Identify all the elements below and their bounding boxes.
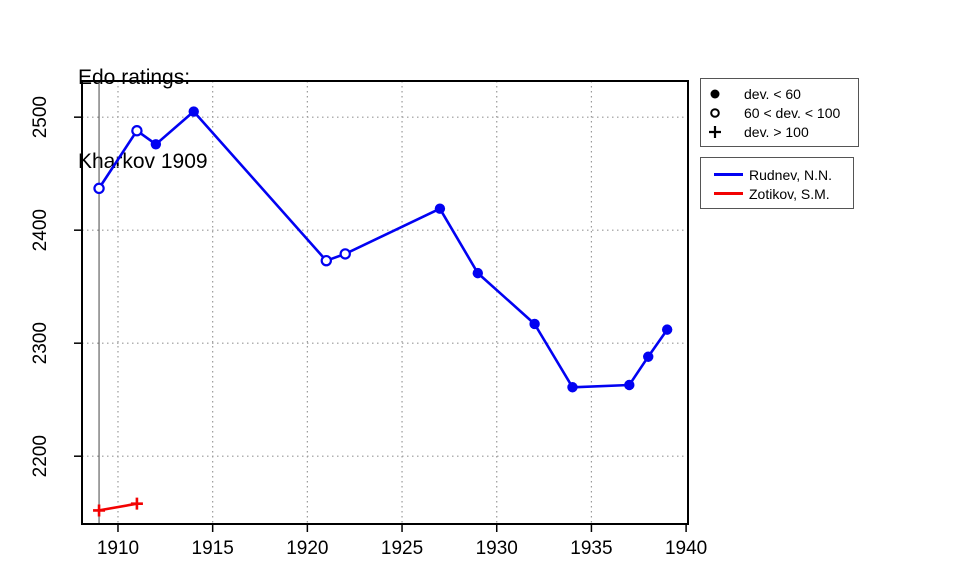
marker-legend-row-filled: dev. < 60: [701, 84, 858, 103]
data-point-open: [93, 182, 105, 195]
x-axis-tick-label: 1915: [192, 538, 234, 559]
y-axis-tick-label: 2400: [30, 209, 51, 251]
y-axis-tick-label: 2300: [30, 322, 51, 364]
marker-legend-label: dev. < 60: [744, 85, 801, 102]
rudnev-line-swatch: [714, 173, 743, 176]
marker-legend-label: 60 < dev. < 100: [744, 104, 841, 121]
marker-legend-label: dev. > 100: [744, 123, 809, 140]
data-point-filled: [188, 106, 199, 117]
x-axis-tick-label: 1940: [665, 538, 707, 559]
marker-legend-row-plus: dev. > 100: [701, 122, 858, 141]
x-axis-tick-label: 1935: [570, 538, 612, 559]
x-axis-tick-label: 1920: [286, 538, 328, 559]
series-line-0: [97, 110, 669, 389]
series-legend-row-rudnev: Rudnev, N.N.: [701, 165, 853, 184]
series-legend-label: Rudnev, N.N.: [749, 166, 832, 183]
data-point-filled: [529, 318, 540, 330]
chart-title-line1: Edo ratings:: [78, 66, 191, 89]
data-point-open: [320, 254, 332, 267]
data-point-filled: [434, 203, 446, 214]
x-axis-tick-label: 1910: [97, 538, 139, 559]
chart-title: Edo ratings: Kharkov 1909: [78, 8, 208, 232]
data-point-filled: [661, 324, 673, 335]
open-circle-icon: [707, 107, 723, 119]
plot-border: [81, 80, 689, 525]
data-point-open: [131, 125, 143, 137]
plus-icon: [707, 125, 723, 139]
zotikov-line-swatch: [714, 192, 743, 195]
filled-circle-icon: [707, 88, 723, 100]
x-axis-tick-label: 1930: [476, 538, 518, 559]
series-line-1: [97, 502, 139, 512]
series-legend-row-zotikov: Zotikov, S.M.: [701, 184, 853, 203]
marker-legend-row-open: 60 < dev. < 100: [701, 103, 858, 122]
data-point-filled: [567, 382, 578, 393]
series-legend-label: Zotikov, S.M.: [749, 185, 830, 202]
y-axis-tick-label: 2200: [30, 435, 51, 477]
data-point-filled: [150, 139, 162, 150]
data-point-filled: [643, 351, 654, 362]
data-point-open: [339, 248, 351, 260]
data-point-filled: [472, 267, 483, 279]
y-axis-tick-label: 2500: [30, 96, 51, 138]
x-axis-tick-label: 1925: [381, 538, 423, 559]
marker-legend: dev. < 60 60 < dev. < 100 dev. > 100: [700, 78, 859, 147]
data-point-plus: [93, 504, 106, 517]
data-point-filled: [624, 379, 635, 391]
series-legend: Rudnev, N.N. Zotikov, S.M.: [700, 157, 854, 209]
data-point-plus: [130, 497, 143, 510]
